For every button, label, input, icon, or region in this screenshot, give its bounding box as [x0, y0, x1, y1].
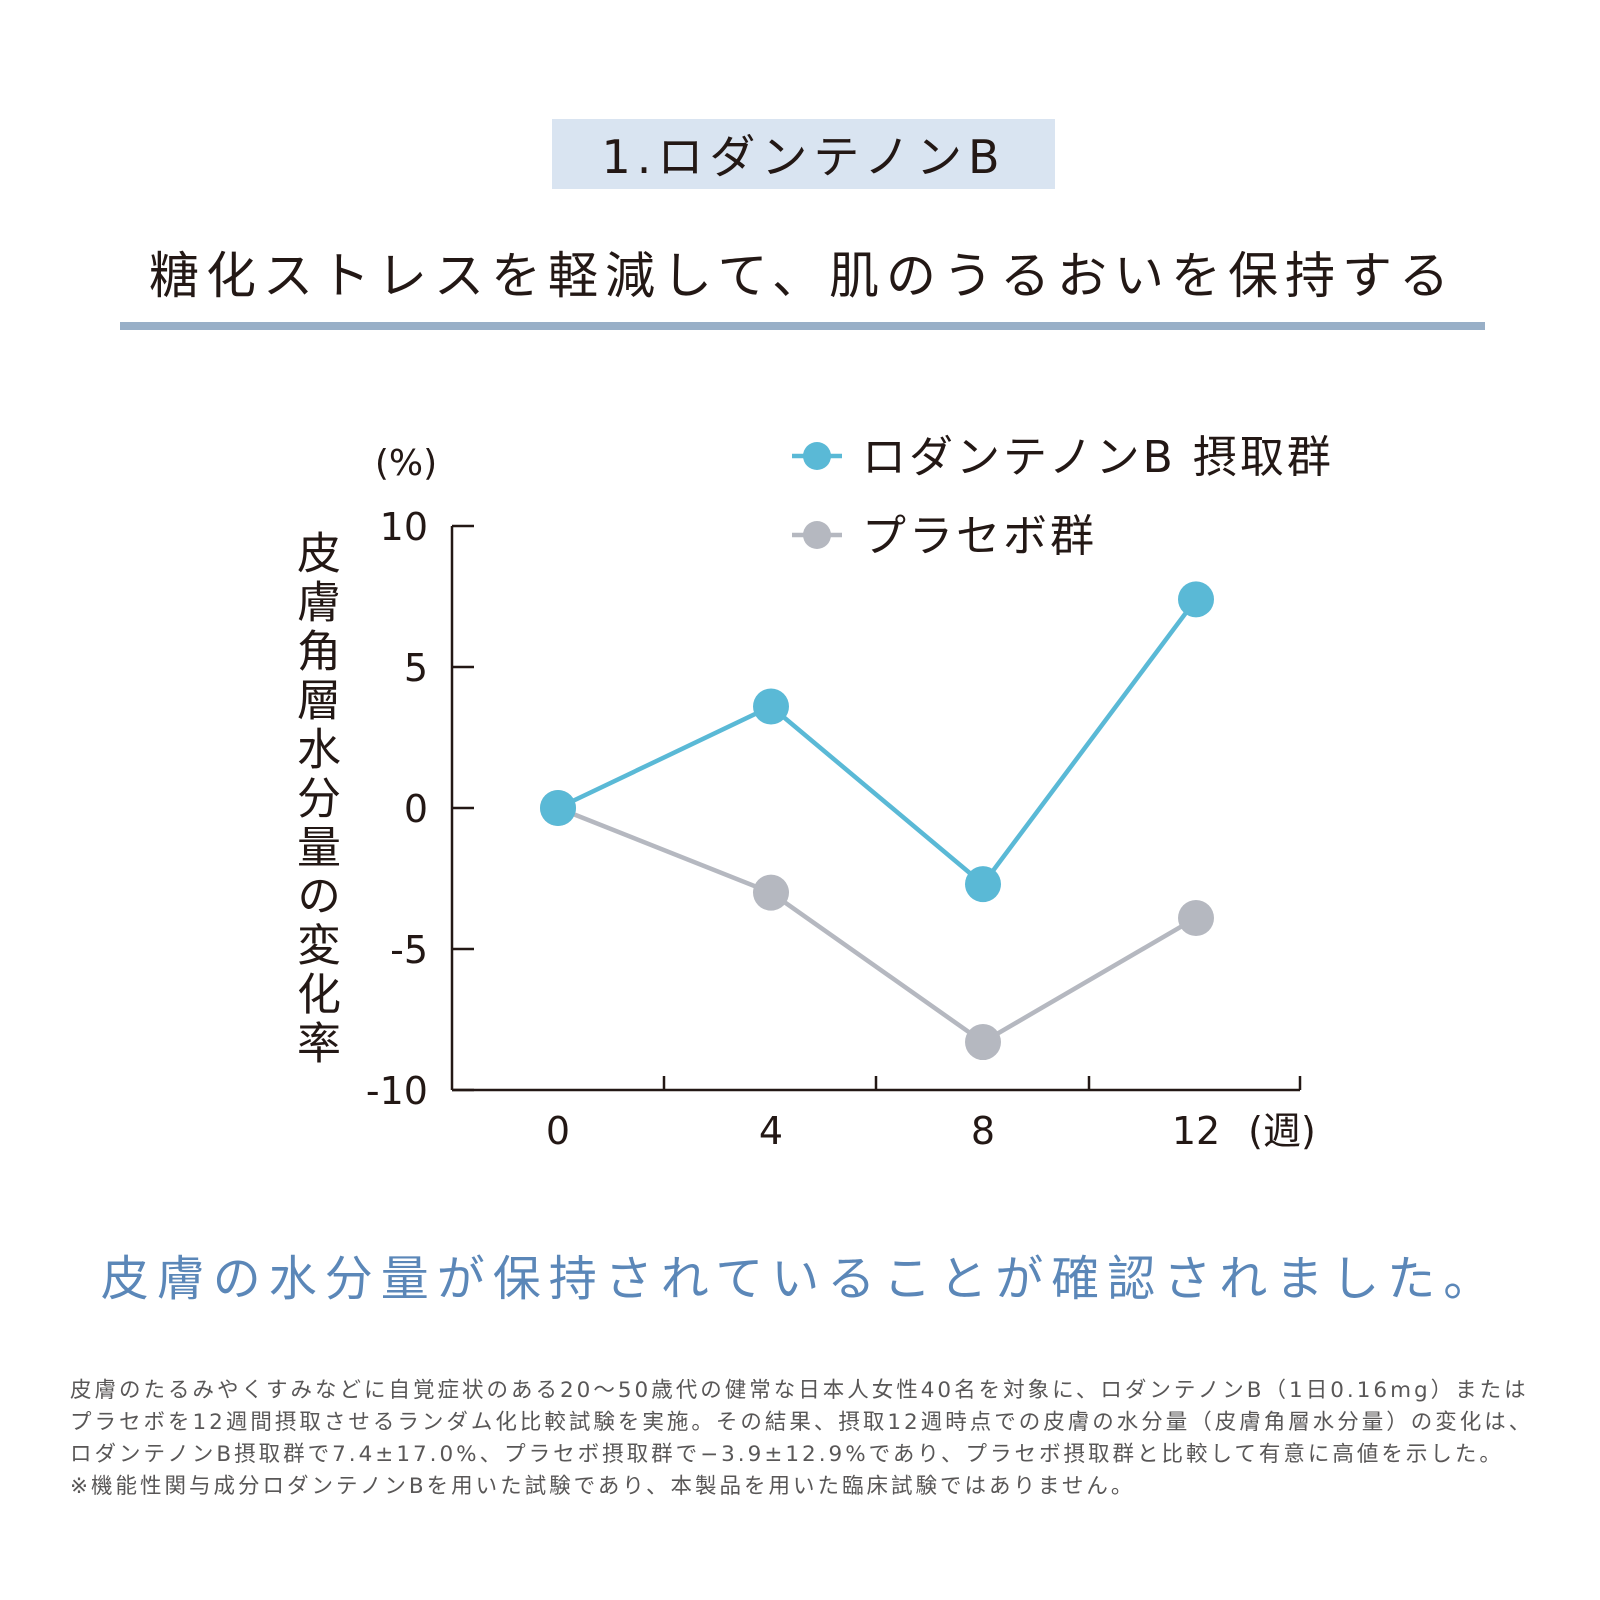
legend-marker: [803, 442, 831, 470]
x-tick-label: 4: [759, 1109, 783, 1153]
data-point: [753, 688, 789, 725]
y-unit-label: (%): [375, 443, 437, 484]
y-tick-label: 5: [404, 646, 428, 690]
legend-marker: [803, 521, 831, 549]
data-point: [540, 790, 576, 826]
data-point: [1178, 581, 1214, 618]
legend-label: プラセボ群: [862, 511, 1097, 562]
legend-label: ロダンテノンB 摂取群: [862, 432, 1334, 483]
footnote-body: 皮膚のたるみやくすみなどに自覚症状のある20〜50歳代の健常な日本人女性40名を…: [70, 1378, 1534, 1467]
x-tick-label: 0: [546, 1109, 570, 1153]
headline: 糖化ストレスを軽減して、肌のうるおいを保持する: [149, 247, 1456, 305]
headline-divider: [120, 322, 1485, 330]
x-tick-label: 8: [971, 1109, 995, 1153]
y-tick-label: -10: [366, 1069, 428, 1113]
data-point: [1178, 899, 1214, 936]
footnote: 皮膚のたるみやくすみなどに自覚症状のある20〜50歳代の健常な日本人女性40名を…: [70, 1375, 1540, 1503]
y-tick-label: -5: [390, 928, 428, 972]
y-axis-label: 皮膚角層水分量の変化率: [289, 530, 340, 1069]
footnote-note: ※機能性関与成分ロダンテノンBを用いた試験であり、本製品を用いた臨床試験ではあり…: [70, 1474, 1136, 1499]
x-tick-label: 12: [1172, 1109, 1220, 1153]
data-point: [965, 866, 1001, 903]
y-tick-label: 0: [404, 787, 428, 831]
chart-ticks: 10 5 0 -5 -10 0 4 8 12 (%) (週): [366, 443, 1316, 1153]
series-line: [557, 805, 1198, 1045]
y-tick-label: 10: [380, 505, 428, 549]
data-point: [965, 1024, 1001, 1061]
data-point: [753, 874, 789, 911]
series-line: [557, 597, 1198, 887]
conclusion-text: 皮膚の水分量が保持されていることが確認されました。: [100, 1251, 1500, 1307]
chart-axes: [450, 526, 1300, 1092]
x-unit-label: (週): [1248, 1109, 1316, 1153]
section-tag: 1.ロダンテノンB: [552, 119, 1055, 189]
chart-series: [540, 581, 1214, 1061]
